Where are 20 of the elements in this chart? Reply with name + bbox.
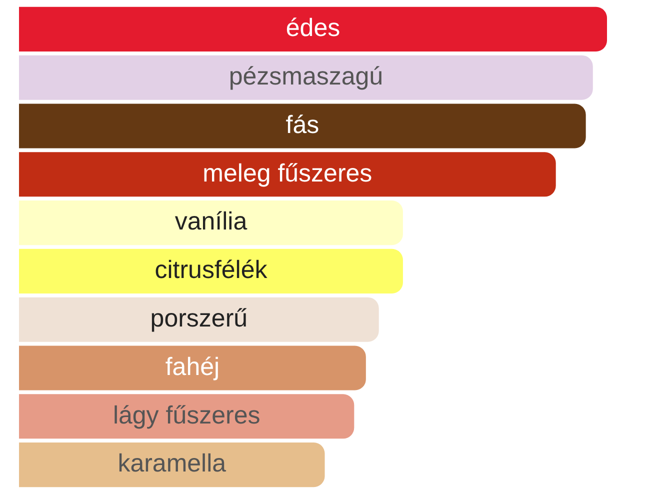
y-tick-label: fahéj <box>165 352 220 381</box>
y-tick-label: lágy fűszeres <box>112 401 260 430</box>
bar <box>19 200 403 246</box>
y-tick-label: citrusfélék <box>154 256 268 284</box>
bar <box>19 297 379 342</box>
y-tick-label: fás <box>286 110 320 139</box>
y-tick-label: édes <box>286 14 340 42</box>
bar <box>19 104 586 148</box>
bar <box>19 6 607 52</box>
y-tick-label: pézsmaszagú <box>228 62 384 90</box>
bar <box>19 442 325 488</box>
y-tick-label: porszerű <box>150 304 248 332</box>
y-tick-label: meleg fűszeres <box>202 159 372 188</box>
bar <box>19 248 403 294</box>
bar <box>19 346 366 390</box>
y-tick-label: karamella <box>118 450 226 478</box>
bar <box>19 394 354 439</box>
bar <box>19 55 593 100</box>
bar <box>19 152 556 197</box>
y-tick-label: vanília <box>174 208 248 236</box>
